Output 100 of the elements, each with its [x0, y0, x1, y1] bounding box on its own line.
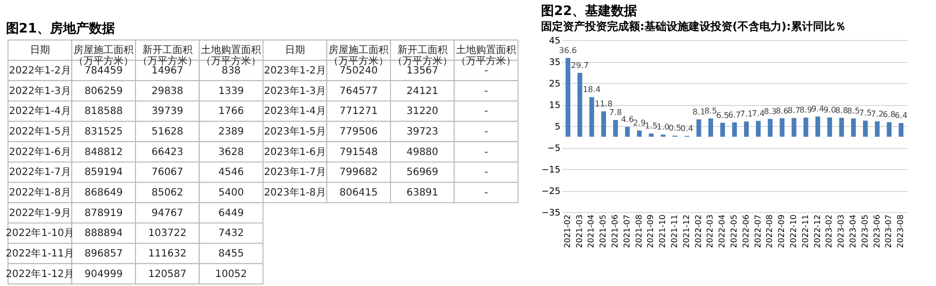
text: 66423 [151, 146, 184, 158]
data-label: 4.6 [621, 114, 634, 124]
text: 848812 [84, 146, 123, 158]
data-label: 8.9 [800, 106, 812, 115]
text: 2389 [218, 126, 244, 138]
text: - [484, 167, 488, 178]
text: 2022年1-2月 [8, 64, 71, 76]
text: 房屋施工面积（万平方米） [74, 44, 134, 68]
text: 图21、房地产数据 [6, 20, 115, 36]
y-tick-label: 15 [549, 101, 560, 111]
data-label: 8.1 [692, 107, 706, 116]
text: 779506 [340, 126, 378, 138]
text: 2022年1-10月 [6, 227, 74, 240]
data-label: 8.3 [764, 106, 777, 116]
text: 10052 [215, 268, 248, 280]
x-tick-label: 2022-04 [718, 214, 727, 248]
text: 56969 [406, 167, 438, 178]
text: 838 [222, 66, 241, 76]
text: 896857 [84, 248, 123, 260]
data-label: 6.8 [882, 110, 896, 120]
x-tick-label: 2023-08 [896, 214, 906, 248]
x-tick-label: 2021-04 [586, 214, 596, 248]
text: 771271 [340, 106, 378, 118]
text: 2022年1-4月 [8, 105, 71, 118]
text: 120587 [148, 268, 186, 280]
text: - [484, 106, 488, 118]
y-tick-label: −5 [547, 144, 560, 154]
x-tick-label: 2021-05 [598, 214, 608, 248]
text: 103722 [148, 228, 186, 240]
data-label: 6.5 [716, 110, 729, 120]
text: 2022年1-11月 [6, 248, 74, 260]
text: 85062 [151, 188, 184, 198]
x-tick-label: 2023-05 [860, 214, 870, 248]
x-tick-label: 2021-09 [646, 214, 656, 248]
text: - [484, 126, 488, 138]
x-tick-label: 2023-04 [848, 214, 858, 248]
data-label: 7.8 [609, 108, 622, 117]
text: 750240 [340, 66, 378, 76]
text: 878919 [84, 208, 123, 219]
text: 39723 [406, 126, 438, 138]
text: 新开工面积（万平方米） [392, 44, 452, 68]
x-tick-label: 2022-06 [741, 214, 750, 248]
data-label: 36.6 [559, 46, 577, 56]
text: - [484, 146, 488, 158]
text: 7432 [218, 228, 244, 240]
text: 土地购置面积（万平方米） [456, 44, 516, 68]
text: 29838 [151, 86, 184, 97]
text: 2023年1-2月 [264, 64, 326, 76]
data-label: 0.5 [668, 124, 682, 133]
data-label: 2.9 [632, 118, 646, 128]
text: 63891 [406, 188, 438, 198]
x-tick-label: 2023-03 [836, 214, 846, 248]
data-label: 8.6 [776, 106, 788, 116]
x-tick-label: 2022-12 [812, 214, 822, 248]
text: 904999 [84, 268, 123, 280]
y-tick-label: 45 [549, 36, 560, 46]
x-tick-label: 2021-02 [562, 214, 572, 248]
chart-title: 图22、基建数据 [541, 4, 638, 19]
data-label: 9.0 [823, 105, 836, 114]
text: 868649 [84, 188, 123, 198]
text: 5400 [218, 188, 244, 198]
x-tick-label: 2021-11 [670, 214, 680, 248]
text: 76067 [151, 167, 184, 178]
data-label: 8.7 [788, 106, 800, 116]
text: 818588 [84, 106, 123, 118]
x-tick-label: 2023-02 [824, 214, 834, 248]
text: 房屋施工面积（万平方米） [328, 44, 389, 68]
text: 1339 [218, 86, 244, 97]
text: 51628 [151, 126, 184, 138]
text: 859194 [84, 167, 123, 178]
x-tick-label: 2022-10 [788, 214, 798, 248]
data-label: 0.4 [680, 124, 694, 133]
text: 2022年1-7月 [8, 166, 71, 178]
x-tick-label: 2022-02 [694, 214, 703, 248]
text: 24121 [406, 86, 438, 97]
text: 2023年1-4月 [264, 105, 326, 118]
data-label: 8.5 [704, 106, 718, 116]
y-tick-label: 5 [554, 122, 560, 132]
y-tick-label: 25 [549, 80, 560, 90]
text: 111632 [148, 248, 186, 260]
text: 2022年1-5月 [8, 126, 71, 138]
x-tick-label: 2021-03 [574, 214, 584, 248]
data-label: 29.7 [570, 60, 589, 70]
text: 799682 [340, 167, 378, 178]
y-tick-label: −25 [542, 187, 560, 197]
text: 土地购置面积（万平方米） [201, 44, 262, 68]
text: 2022年1-8月 [8, 186, 71, 198]
text: 3628 [218, 146, 244, 158]
data-label: 11.8 [594, 99, 613, 108]
text: 2022年1-3月 [8, 84, 71, 97]
text: 2023年1-3月 [264, 84, 326, 97]
x-tick-label: 2022-09 [777, 214, 786, 248]
data-label: 8.8 [835, 106, 848, 115]
text: 2023年1-8月 [264, 186, 326, 198]
text: 831525 [84, 126, 123, 138]
data-label: 6.7 [728, 110, 741, 120]
text: 13567 [406, 66, 438, 76]
text: 日期 [30, 44, 50, 56]
x-tick-label: 2022-05 [730, 214, 738, 248]
data-label: 8.5 [847, 106, 860, 116]
